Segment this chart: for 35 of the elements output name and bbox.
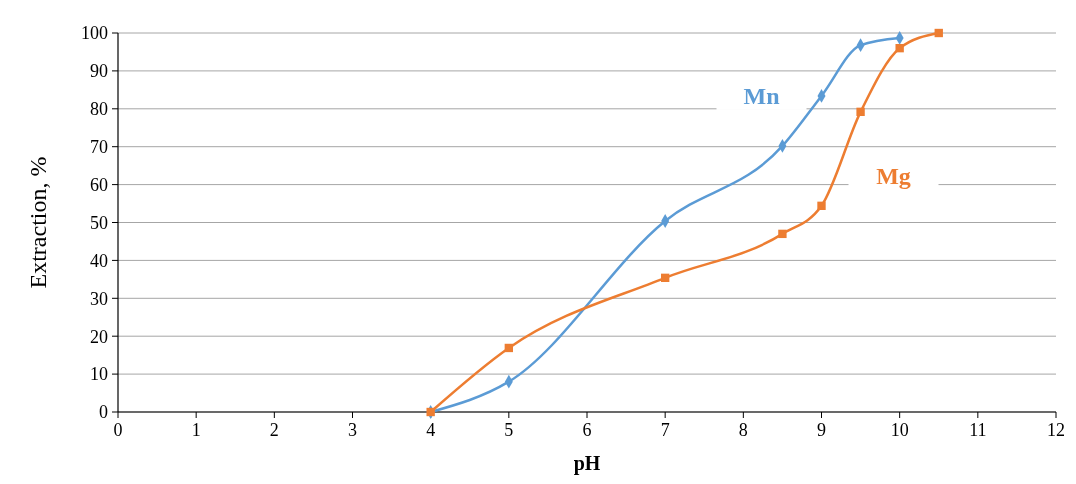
point	[778, 229, 787, 239]
x-tick-label: 7	[660, 420, 670, 440]
x-tick-label: 1	[191, 420, 201, 440]
point	[817, 201, 826, 211]
y-tick-label: 40	[90, 250, 108, 271]
y-tick-label: 100	[81, 23, 108, 44]
y-tick-label: 90	[90, 61, 108, 82]
x-tick-label: 0	[113, 420, 123, 440]
series-label: Mg	[876, 163, 911, 190]
point	[934, 28, 943, 38]
y-tick-label: 10	[90, 364, 108, 385]
y-tick-label: 30	[90, 288, 108, 309]
x-tick-label: 5	[504, 420, 514, 440]
x-tick-label: 8	[738, 420, 748, 440]
x-tick-label: 9	[817, 420, 826, 440]
point	[856, 107, 865, 117]
y-axis-title: Extraction, %	[25, 156, 51, 289]
y-tick-label: 80	[90, 99, 108, 120]
x-tick-label: 3	[348, 420, 357, 440]
y-tick-label: 0	[99, 402, 108, 423]
x-tick-label: 10	[890, 420, 909, 440]
y-tick-label: 70	[90, 137, 108, 157]
x-tick-label: 4	[426, 420, 436, 440]
y-tick-label: 20	[90, 326, 108, 347]
point	[660, 273, 670, 283]
point	[895, 43, 904, 53]
x-tick-label: 11	[969, 420, 987, 440]
y-tick-label: 50	[90, 212, 108, 233]
point	[504, 343, 514, 353]
x-tick-label: 2	[269, 420, 279, 440]
x-tick-label: 12	[1047, 420, 1065, 440]
y-tick-label: 60	[90, 174, 108, 195]
series-label: Mn	[743, 83, 780, 110]
x-tick-label: 6	[582, 420, 592, 440]
x-axis-title: pH	[573, 452, 601, 475]
